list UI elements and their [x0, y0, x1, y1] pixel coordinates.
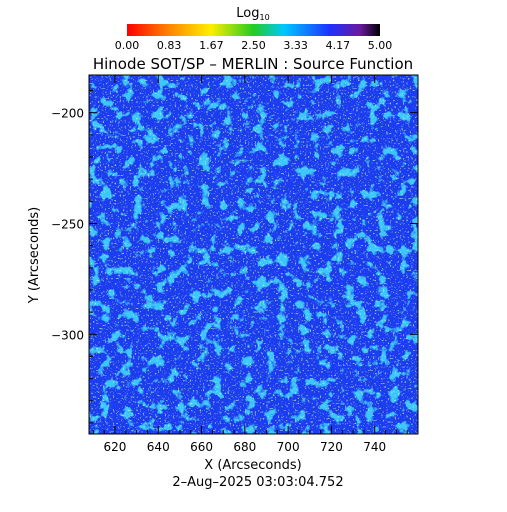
colorbar-tick-label: 2.50 [241, 39, 266, 52]
x-axis: 620 640 660 680 700 720 740 [92, 75, 419, 454]
y-tick-label: −300 [51, 328, 84, 342]
colorbar-label: Log10 [236, 6, 269, 22]
x-tick-label: 620 [104, 440, 127, 454]
timestamp: 2–Aug–2025 03:03:04.752 [172, 475, 343, 490]
heatmap-image [89, 75, 418, 434]
plot-frame [88, 74, 419, 435]
colorbar-tick-label: 1.67 [199, 39, 224, 52]
colorbar-tick-label: 0.83 [157, 39, 182, 52]
x-tick-label: 640 [147, 440, 170, 454]
x-tick-label: 700 [277, 440, 300, 454]
colorbar-tick-label: 3.33 [283, 39, 308, 52]
x-tick-label: 720 [320, 440, 343, 454]
x-tick-label: 680 [233, 440, 256, 454]
y-axis-label: Y (Arcseconds) [27, 207, 42, 304]
y-tick-label: −250 [51, 217, 84, 231]
colorbar-tick-label: 4.17 [326, 39, 351, 52]
y-axis: −200 −250 −300 [51, 90, 418, 424]
x-tick-label: 740 [363, 440, 386, 454]
colorbar-ticks: 0.00 0.83 1.67 2.50 3.33 4.17 5.00 [115, 39, 393, 52]
x-tick-label: 660 [190, 440, 213, 454]
colorbar: Log10 0.00 0.83 1.67 2.50 3.33 4.17 5.00 [115, 6, 393, 52]
chart-title: Hinode SOT/SP – MERLIN : Source Function [93, 55, 413, 73]
y-tick-label: −200 [51, 107, 84, 121]
x-axis-label: X (Arcseconds) [204, 458, 301, 473]
colorbar-tick-label: 5.00 [368, 39, 393, 52]
colorbar-tick-label: 0.00 [115, 39, 140, 52]
colorbar-gradient [127, 24, 380, 36]
